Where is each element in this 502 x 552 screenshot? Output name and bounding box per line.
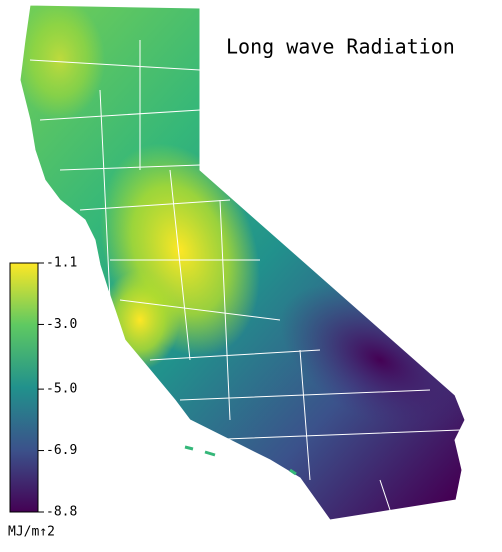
map-title: Long wave Radiation	[226, 35, 455, 59]
county-lines	[29, 40, 461, 511]
colorbar-tick-label: -1.1	[46, 256, 77, 271]
colorbar-tick-label: -8.8	[46, 505, 77, 520]
colorbar-tick-label: -5.0	[46, 382, 77, 397]
colorbar-label: MJ/m↑2	[8, 525, 55, 540]
colorbar-tick-label: -3.0	[46, 317, 77, 332]
colorbar-tick-label: -6.9	[46, 443, 77, 458]
colorbar	[9, 262, 39, 513]
islands	[184, 445, 297, 476]
